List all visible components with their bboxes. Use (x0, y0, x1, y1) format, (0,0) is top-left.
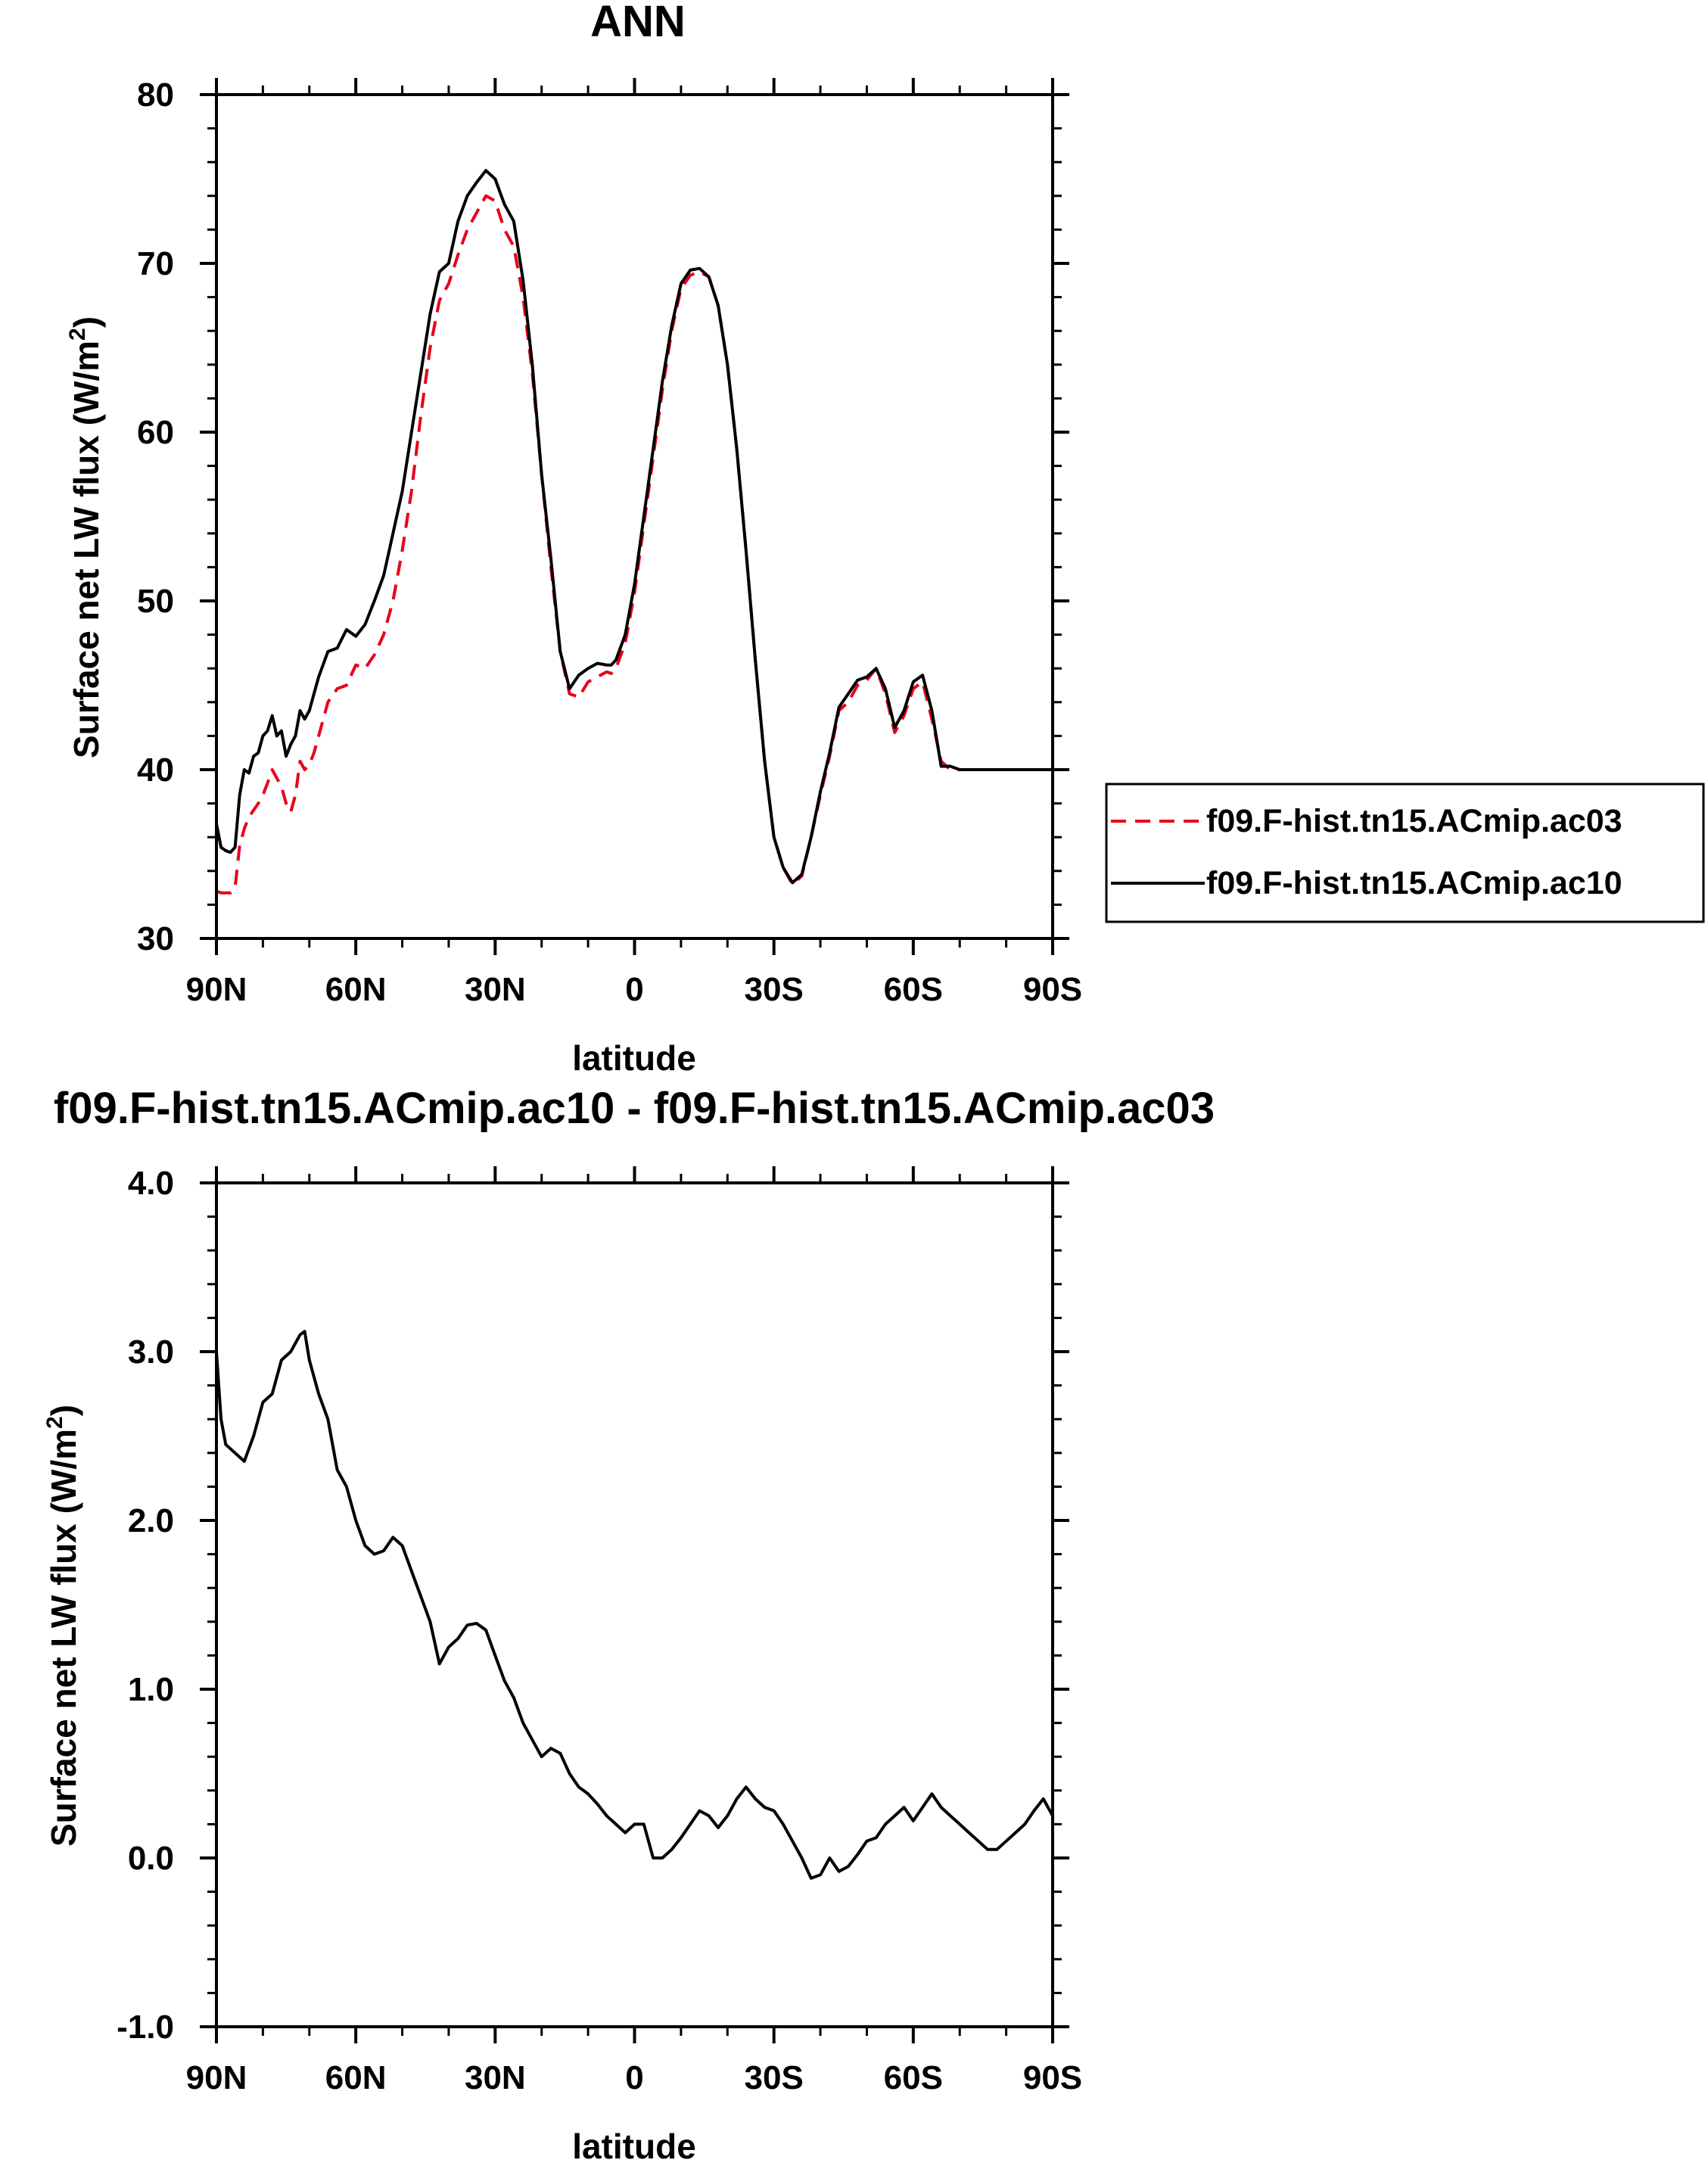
bottom-y-tick-label: 3.0 (128, 1334, 174, 1371)
top-series-line-1 (216, 194, 1053, 895)
bottom-series (215, 1330, 1054, 1880)
bottom-y-tick-label: 2.0 (128, 1502, 174, 1539)
top-y-tick-labels: 30 40 50 60 70 80 (137, 76, 174, 957)
bottom-panel: f09.F-hist.tn15.ACmip.ac10 - f09.F-hist.… (42, 1084, 1215, 2166)
top-y-axis-label-end: ) (67, 316, 106, 328)
bottom-x-tick-label: 90N (186, 2059, 247, 2096)
top-plot-frame (215, 93, 1054, 940)
bottom-y-axis-label-sup: 2 (42, 1416, 67, 1429)
top-y-axis-label: Surface net LW flux (W/m2) (65, 316, 106, 758)
top-x-tick-label: 0 (625, 971, 643, 1008)
top-x-tick-labels: 90N 60N 30N 0 30S 60S 90S (186, 971, 1083, 1008)
bottom-plot-frame (215, 1181, 1054, 2028)
bottom-chart-title: f09.F-hist.tn15.ACmip.ac10 - f09.F-hist.… (54, 1084, 1215, 1133)
bottom-y-tick-label: 0.0 (128, 1840, 174, 1877)
bottom-y-tick-label: -1.0 (117, 2009, 174, 2046)
top-y-tick-label: 40 (137, 752, 174, 789)
top-x-tick-label: 90S (1023, 971, 1082, 1008)
top-y-tick-label: 60 (137, 414, 174, 451)
top-ticks (200, 78, 1069, 955)
bottom-x-tick-label: 30N (465, 2059, 526, 2096)
bottom-x-tick-label: 0 (625, 2059, 643, 2096)
bottom-x-tick-label: 30S (745, 2059, 804, 2096)
top-y-axis-label-main: Surface net LW flux (W/m (67, 341, 106, 758)
top-chart-title: ANN (590, 0, 686, 46)
top-x-tick-label: 30N (465, 971, 526, 1008)
top-y-tick-label: 80 (137, 76, 174, 114)
top-panel: ANN 90N 60N 30N 0 30S 60S 90S 30 40 50 60 70 80 lat… (65, 0, 1082, 1078)
bottom-y-tick-label: 4.0 (128, 1165, 174, 1202)
top-x-tick-label: 90N (186, 971, 247, 1008)
bottom-y-axis-label: Surface net LW flux (W/m2) (42, 1405, 83, 1847)
bottom-y-axis-label-main: Surface net LW flux (W/m (44, 1429, 83, 1847)
bottom-y-tick-labels: -1.0 0.0 1.0 2.0 3.0 4.0 (117, 1165, 174, 2046)
top-x-tick-label: 30S (745, 971, 804, 1008)
legend-label-ac03: f09.F-hist.tn15.ACmip.ac03 (1206, 803, 1622, 839)
bottom-x-axis-label: latitude (572, 2127, 696, 2166)
top-y-tick-label: 70 (137, 245, 174, 282)
bottom-x-tick-label: 90S (1023, 2059, 1082, 2096)
bottom-y-tick-label: 1.0 (128, 1671, 174, 1708)
bottom-x-tick-labels: 90N 60N 30N 0 30S 60S 90S (186, 2059, 1083, 2096)
top-y-tick-label: 30 (137, 920, 174, 957)
top-x-tick-label: 60N (325, 971, 387, 1008)
top-series-line-2 (215, 169, 1053, 885)
legend: f09.F-hist.tn15.ACmip.ac03 f09.F-hist.tn… (1105, 783, 1705, 923)
top-x-axis-label: latitude (572, 1038, 696, 1078)
bottom-x-tick-label: 60S (884, 2059, 943, 2096)
bottom-y-axis-label-end: ) (44, 1405, 83, 1416)
top-y-tick-label: 50 (137, 583, 174, 620)
top-x-tick-label: 60S (884, 971, 943, 1008)
top-series (215, 169, 1053, 895)
legend-box (1105, 783, 1705, 923)
legend-label-ac10: f09.F-hist.tn15.ACmip.ac10 (1206, 865, 1622, 901)
bottom-ticks (200, 1166, 1069, 2043)
bottom-x-tick-label: 60N (325, 2059, 387, 2096)
top-y-axis-label-sup: 2 (65, 328, 90, 341)
bottom-series-line-1 (215, 1330, 1054, 1880)
